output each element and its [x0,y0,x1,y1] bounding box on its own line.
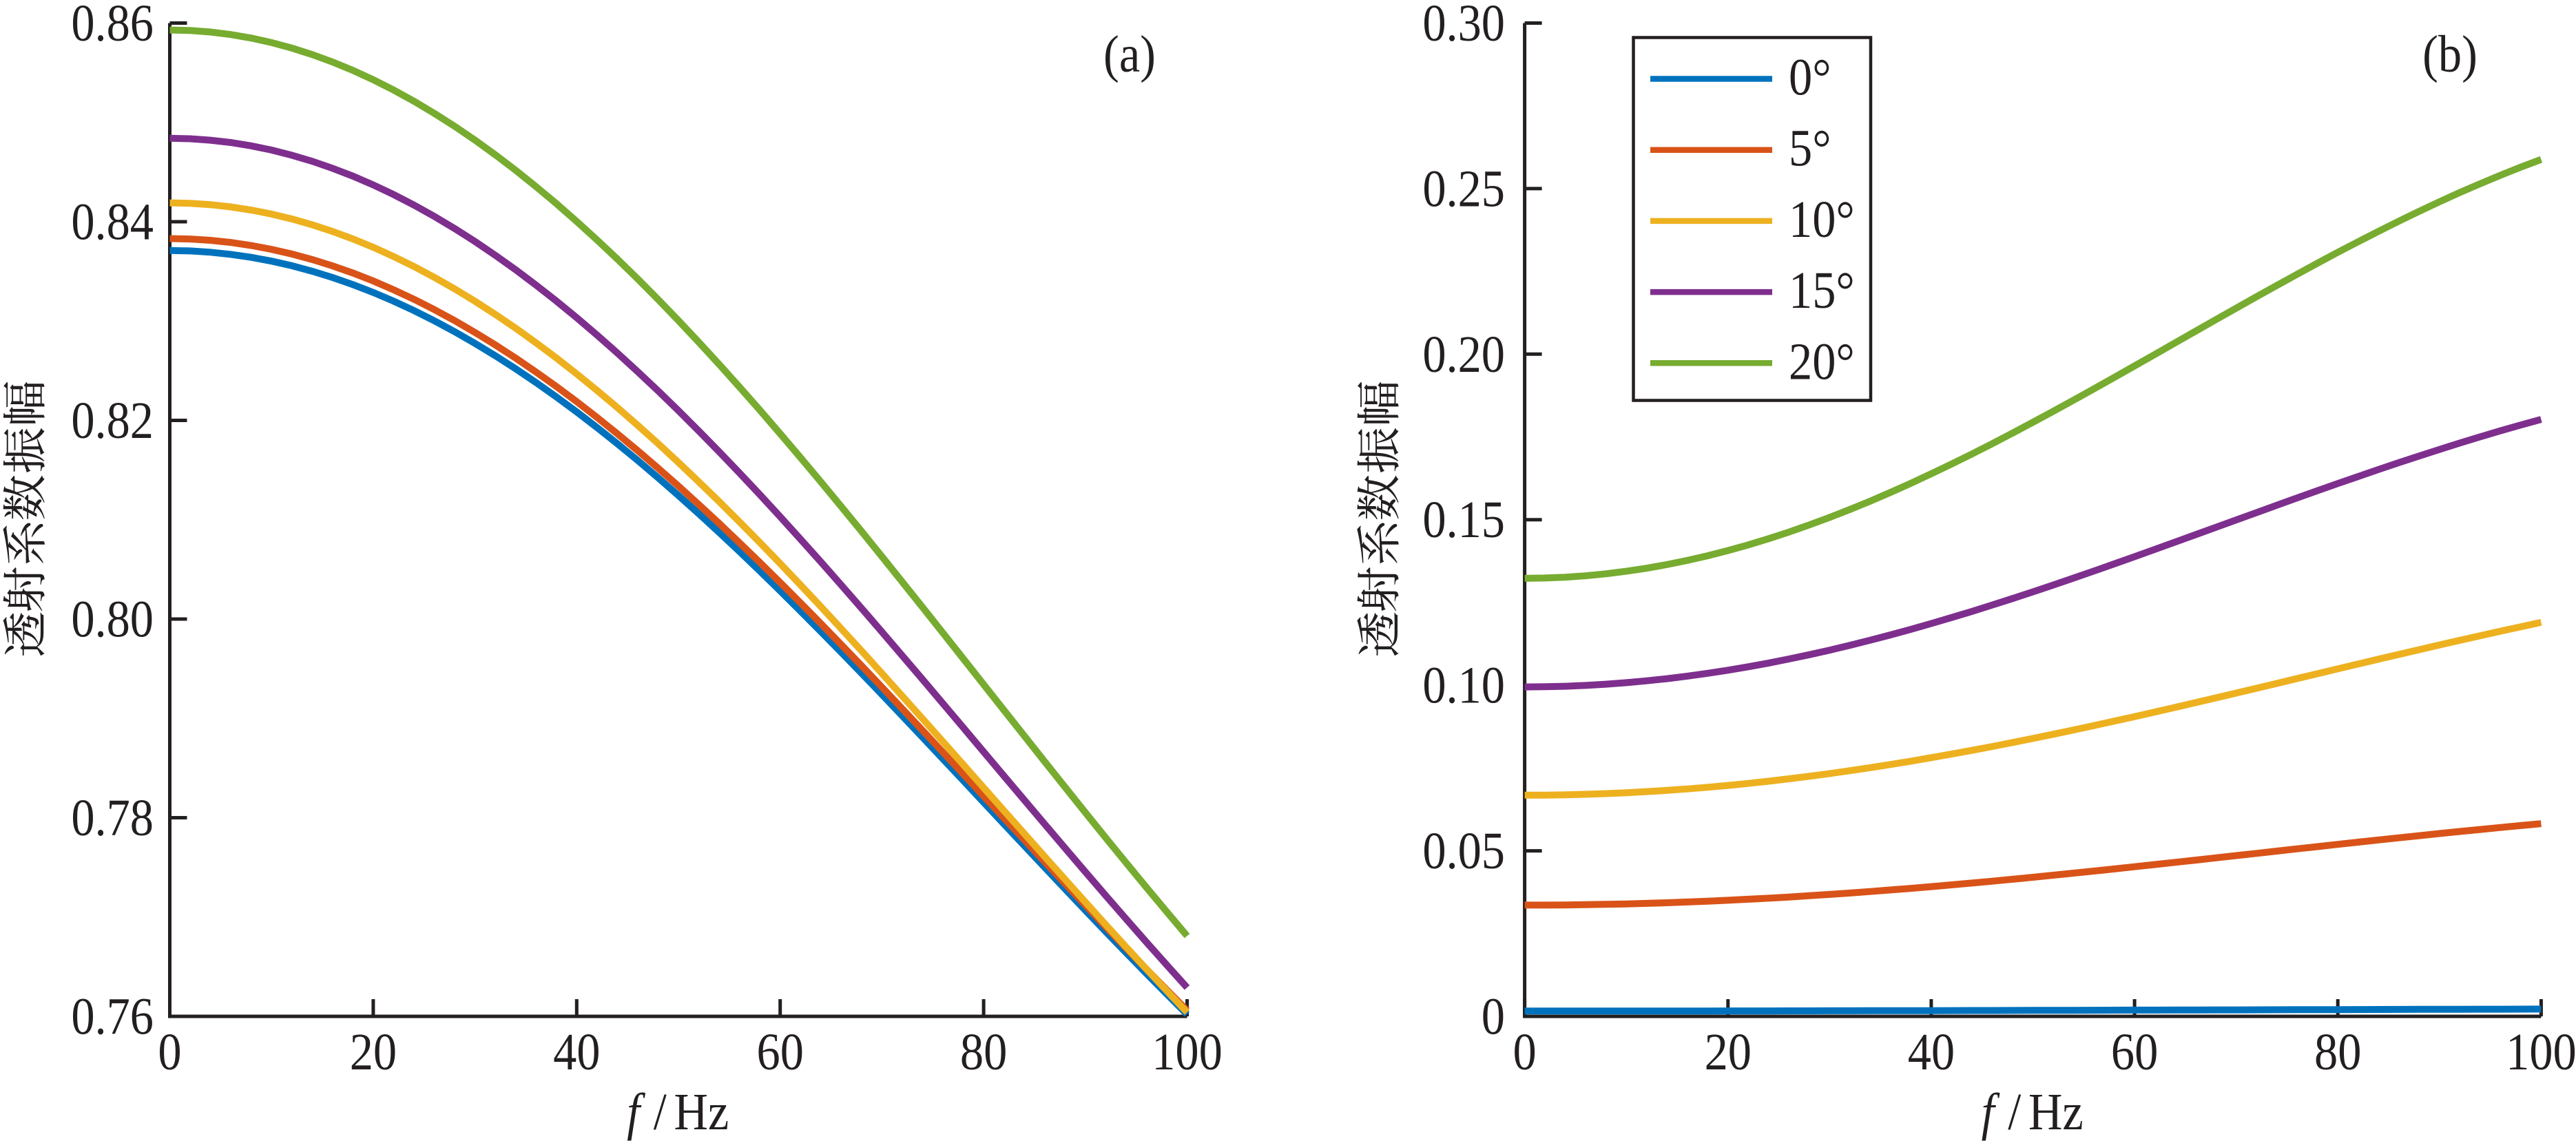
svg-text:0.25: 0.25 [1422,160,1505,218]
svg-text:0: 0 [1513,1023,1537,1081]
svg-text:80: 80 [960,1023,1007,1081]
svg-text:60: 60 [757,1023,804,1081]
svg-text:0.84: 0.84 [71,193,154,251]
svg-text:20: 20 [350,1023,397,1081]
svg-text:f/Hz: f / Hz [627,1083,729,1141]
svg-text:40: 40 [1908,1023,1955,1081]
svg-text:15°: 15° [1789,262,1855,320]
svg-text:(b): (b) [2422,25,2478,83]
svg-text:0.10: 0.10 [1422,656,1505,714]
svg-text:0: 0 [1482,987,1505,1045]
svg-text:(a): (a) [1103,25,1156,83]
svg-text:0.82: 0.82 [71,392,154,450]
svg-text:0.78: 0.78 [71,789,154,847]
svg-text:100: 100 [1152,1023,1223,1081]
svg-text:f/Hz: f / Hz [1982,1083,2084,1141]
svg-text:40: 40 [553,1023,600,1081]
svg-text:0°: 0° [1789,48,1831,106]
svg-text:0.05: 0.05 [1422,822,1505,880]
svg-text:60: 60 [2111,1023,2158,1081]
svg-text:0.30: 0.30 [1422,0,1505,52]
svg-text:20°: 20° [1789,333,1855,390]
svg-text:80: 80 [2314,1023,2361,1081]
svg-text:20: 20 [1705,1023,1752,1081]
svg-text:0.76: 0.76 [71,987,154,1045]
svg-text:0.20: 0.20 [1422,326,1505,384]
svg-text:0.80: 0.80 [71,590,154,648]
svg-text:10°: 10° [1789,191,1855,249]
svg-text:0: 0 [158,1023,181,1081]
svg-text:0.15: 0.15 [1422,491,1505,549]
svg-text:0.86: 0.86 [71,0,154,52]
svg-text:100: 100 [2506,1023,2576,1081]
svg-text:5°: 5° [1789,119,1831,177]
